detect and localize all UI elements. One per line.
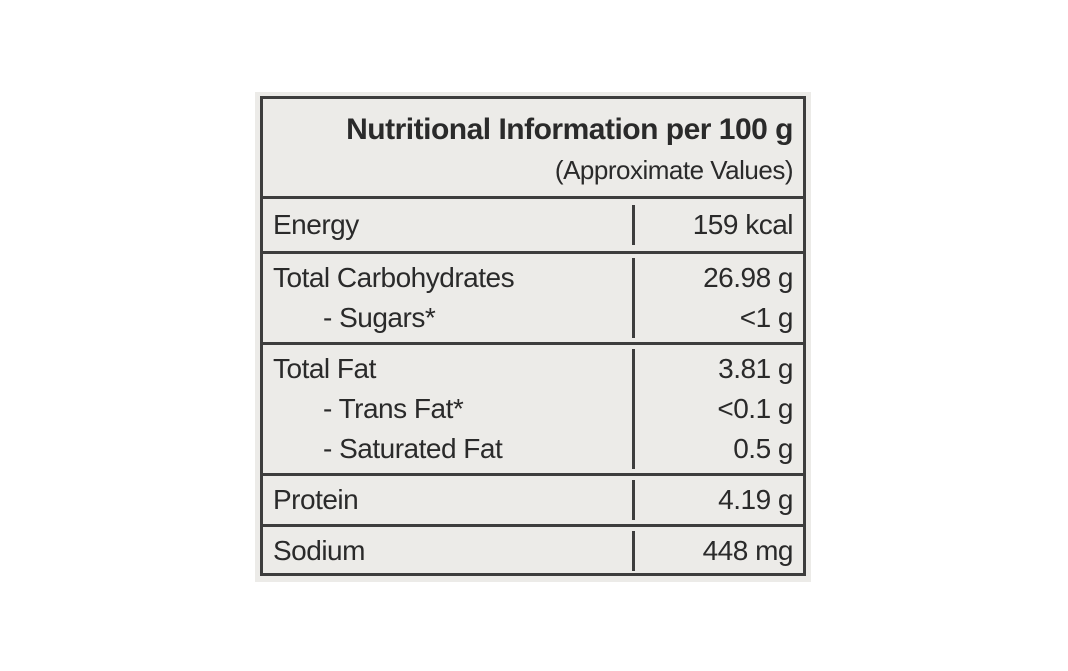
table-body: Energy 159 kcal Total Carbohydrates - Sugar…	[263, 199, 803, 575]
table-row: Energy 159 kcal	[263, 199, 803, 254]
nutrient-value: 26.98 g	[703, 262, 793, 293]
table-header: Nutritional Information per 100 g (Appro…	[263, 99, 803, 199]
value-cell: 448 mg	[635, 531, 803, 571]
nutrient-name: Energy	[273, 209, 359, 240]
nutrient-value: 0.5 g	[733, 433, 793, 464]
value-cell: 26.98 g <1 g	[635, 258, 803, 338]
value-cell: 3.81 g <0.1 g 0.5 g	[635, 349, 803, 469]
nutrient-name: Protein	[273, 484, 359, 515]
nutrient-name: Total Carbohydrates	[273, 262, 515, 293]
nutrient-cell: Total Fat - Trans Fat* - Saturated Fat	[263, 349, 635, 469]
nutrient-name: - Saturated Fat	[323, 433, 503, 464]
title: Nutritional Information per 100 g	[346, 113, 793, 146]
nutrient-cell: Protein	[263, 480, 635, 520]
nutrient-value: 448 mg	[702, 535, 794, 566]
table-row: Protein 4.19 g	[263, 476, 803, 527]
nutrient-value: <0.1 g	[717, 393, 793, 424]
nutrient-name: Total Fat	[273, 353, 376, 384]
table-row: Total Fat - Trans Fat* - Saturated Fat 3.81…	[263, 345, 803, 476]
value-cell: 4.19 g	[635, 480, 803, 520]
value-cell: 159 kcal	[635, 205, 803, 245]
label-panel: Nutritional Information per 100 g (Appro…	[255, 92, 811, 582]
nutrient-value: 159 kcal	[692, 209, 794, 240]
nutrient-name: - Trans Fat*	[323, 393, 464, 424]
nutrient-value: 3.81 g	[718, 353, 793, 384]
nutrient-value: <1 g	[739, 302, 794, 333]
nutrient-cell: Sodium	[263, 531, 635, 571]
nutrient-name: Sodium	[273, 535, 365, 566]
nutrient-value: 4.19 g	[718, 484, 793, 515]
nutrient-name: - Sugars*	[323, 302, 436, 333]
nutrient-cell: Energy	[263, 205, 635, 245]
nutrient-cell: Total Carbohydrates - Sugars*	[263, 258, 635, 338]
table-row: Total Carbohydrates - Sugars* 26.98 g <1 g	[263, 254, 803, 345]
nutrition-table: Nutritional Information per 100 g (Appro…	[260, 96, 806, 576]
table-row: Sodium 448 mg	[263, 527, 803, 575]
subtitle: (Approximate Values)	[554, 155, 794, 185]
